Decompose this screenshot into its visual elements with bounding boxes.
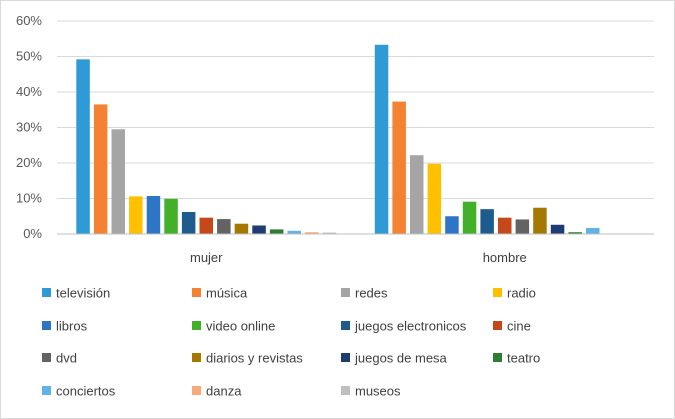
legend-label: libros: [56, 319, 88, 334]
bar: [217, 219, 231, 234]
legend-label: diarios y revistas: [206, 351, 303, 366]
x-axis: mujer hombre: [190, 250, 527, 265]
bar: [374, 44, 389, 234]
y-tick-label: 20%: [16, 155, 42, 170]
bar: [93, 104, 108, 234]
legend-item: juegos electronicos: [341, 319, 467, 334]
y-tick-label: 50%: [16, 49, 42, 64]
legend-label: juegos electronicos: [354, 319, 467, 334]
legend-label: juegos de mesa: [354, 351, 448, 366]
bar: [568, 232, 582, 234]
bar: [445, 216, 459, 234]
bar: [322, 232, 337, 234]
legend-label: cine: [507, 319, 531, 334]
legend-label: redes: [355, 286, 388, 301]
legend-label: música: [206, 286, 248, 301]
bar: [480, 209, 494, 234]
x-tick-label: hombre: [483, 250, 527, 265]
legend-swatch: [192, 386, 201, 395]
legend-label: video online: [206, 319, 275, 334]
bar: [234, 223, 249, 234]
legend-item: televisión: [42, 286, 110, 301]
bar: [515, 219, 530, 234]
legend-swatch: [341, 386, 350, 395]
legend-swatch: [192, 321, 201, 330]
bar: [252, 225, 266, 234]
legend-item: dvd: [42, 351, 77, 366]
bar: [146, 196, 161, 234]
bar: [533, 207, 547, 234]
legend-item: diarios y revistas: [192, 351, 303, 366]
legend-item: cine: [493, 319, 531, 334]
legend-label: museos: [355, 384, 401, 399]
legend-item: radio: [493, 286, 536, 301]
y-tick-label: 10%: [16, 191, 42, 206]
legend-item: video online: [192, 319, 275, 334]
legend-item: danza: [192, 384, 242, 399]
legend-swatch: [341, 288, 350, 297]
bar: [550, 224, 565, 234]
legend-label: dvd: [56, 351, 77, 366]
legend-swatch: [42, 288, 51, 297]
bar: [410, 155, 424, 234]
bar: [164, 198, 178, 234]
legend-item: redes: [341, 286, 388, 301]
bar: [392, 101, 406, 235]
legend: televisión música redes radio libros video o…: [42, 286, 540, 399]
bar: [181, 211, 196, 234]
legend-swatch: [493, 321, 502, 330]
legend-swatch: [192, 353, 201, 362]
legend-swatch: [42, 353, 51, 362]
legend-item: libros: [42, 319, 88, 334]
legend-swatch: [493, 353, 502, 362]
legend-item: juegos de mesa: [341, 351, 448, 366]
legend-item: museos: [341, 384, 401, 399]
bar: [427, 163, 442, 234]
bar: [287, 230, 301, 234]
legend-item: música: [192, 286, 248, 301]
bars: [57, 44, 654, 235]
y-tick-label: 30%: [16, 120, 42, 135]
legend-swatch: [42, 321, 51, 330]
y-axis: 0% 10% 20% 30% 40% 50% 60%: [16, 13, 42, 241]
y-tick-label: 40%: [16, 84, 42, 99]
bar: [76, 59, 90, 235]
bar: [269, 229, 284, 234]
legend-label: televisión: [56, 286, 110, 301]
y-tick-label: 60%: [16, 13, 42, 28]
bar: [305, 232, 319, 234]
legend-swatch: [341, 321, 350, 330]
bar: [462, 201, 477, 234]
legend-label: conciertos: [56, 384, 116, 399]
x-tick-label: mujer: [190, 250, 223, 265]
legend-label: radio: [507, 286, 536, 301]
bar: [586, 227, 600, 234]
y-tick-label: 0%: [23, 226, 42, 241]
legend-item: teatro: [493, 351, 540, 366]
legend-swatch: [192, 288, 201, 297]
bar: [129, 196, 143, 234]
legend-swatch: [341, 353, 350, 362]
legend-label: teatro: [507, 351, 540, 366]
bar: [498, 217, 512, 234]
legend-swatch: [493, 288, 502, 297]
legend-item: conciertos: [42, 384, 116, 399]
bar: [199, 217, 213, 234]
gridlines: [57, 20, 654, 235]
legend-swatch: [42, 386, 51, 395]
bar: [111, 129, 125, 234]
legend-label: danza: [206, 384, 242, 399]
